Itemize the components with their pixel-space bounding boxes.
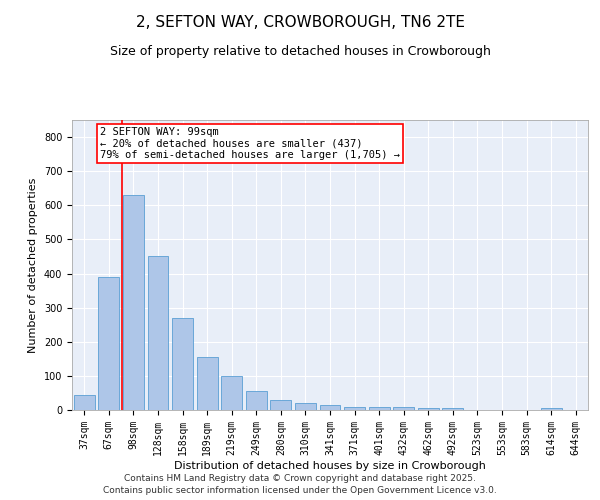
Text: 2, SEFTON WAY, CROWBOROUGH, TN6 2TE: 2, SEFTON WAY, CROWBOROUGH, TN6 2TE bbox=[136, 15, 464, 30]
Bar bbox=[246, 391, 267, 410]
Y-axis label: Number of detached properties: Number of detached properties bbox=[28, 178, 38, 352]
Bar bbox=[172, 318, 193, 410]
Bar bbox=[368, 406, 389, 410]
Bar bbox=[344, 406, 365, 410]
Bar bbox=[74, 394, 95, 410]
Bar bbox=[221, 376, 242, 410]
Bar bbox=[541, 408, 562, 410]
Bar bbox=[123, 195, 144, 410]
Bar bbox=[148, 256, 169, 410]
Text: Size of property relative to detached houses in Crowborough: Size of property relative to detached ho… bbox=[110, 45, 490, 58]
Bar bbox=[442, 408, 463, 410]
Bar bbox=[295, 403, 316, 410]
Text: 2 SEFTON WAY: 99sqm
← 20% of detached houses are smaller (437)
79% of semi-detac: 2 SEFTON WAY: 99sqm ← 20% of detached ho… bbox=[100, 127, 400, 160]
X-axis label: Distribution of detached houses by size in Crowborough: Distribution of detached houses by size … bbox=[174, 460, 486, 470]
Text: Contains HM Land Registry data © Crown copyright and database right 2025.
Contai: Contains HM Land Registry data © Crown c… bbox=[103, 474, 497, 495]
Bar bbox=[197, 357, 218, 410]
Bar bbox=[320, 405, 340, 410]
Bar bbox=[418, 408, 439, 410]
Bar bbox=[98, 277, 119, 410]
Bar bbox=[271, 400, 292, 410]
Bar bbox=[393, 406, 414, 410]
